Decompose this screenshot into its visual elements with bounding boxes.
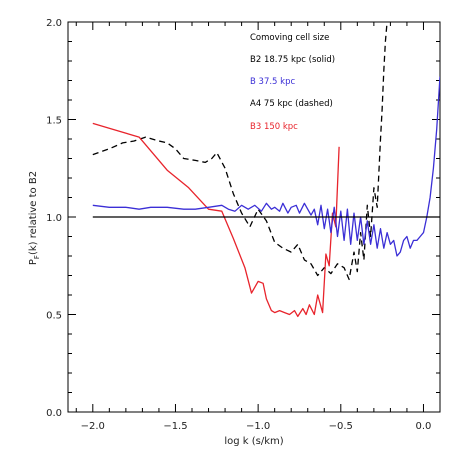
legend: Comoving cell size B2 18.75 kpc (solid) …: [250, 33, 335, 132]
y-tick-label: 1.5: [46, 116, 62, 127]
axis-ticks: −2.0 −1.5 −1.0 −0.5 0.0 0.0 0.5 1.0 1.5 2.0: [46, 18, 441, 432]
legend-entry-b3: B3 150 kpc: [250, 122, 298, 132]
y-axis-label-rest: (k) relative to B2: [28, 171, 39, 255]
series-group: [92, 22, 440, 318]
series-layer: [92, 22, 440, 318]
series-line-a4: [92, 22, 388, 281]
y-tick-label: 0.0: [46, 408, 62, 419]
series-line-b: [92, 76, 440, 257]
series-line-b3: [92, 122, 340, 318]
legend-entry-b: B 37.5 kpc: [250, 77, 295, 87]
y-tick-label: 1.0: [46, 213, 62, 224]
y-axis-label-main: P: [28, 259, 39, 265]
y-axis-label: PF(k) relative to B2: [28, 171, 41, 265]
legend-entry-b2: B2 18.75 kpc (solid): [250, 55, 335, 65]
x-tick-label: −2.0: [81, 421, 105, 432]
y-axis-label-sub: F: [33, 255, 41, 259]
x-tick-label: 0.0: [416, 421, 432, 432]
x-axis-label: log k (s/km): [224, 436, 283, 447]
legend-entry-a4: A4 75 kpc (dashed): [250, 99, 333, 109]
x-tick-label: −1.0: [246, 421, 270, 432]
y-tick-label: 0.5: [46, 311, 62, 322]
x-tick-label: −0.5: [329, 421, 353, 432]
x-tick-label: −1.5: [163, 421, 187, 432]
legend-title: Comoving cell size: [250, 33, 329, 43]
y-tick-label: 2.0: [46, 18, 62, 29]
